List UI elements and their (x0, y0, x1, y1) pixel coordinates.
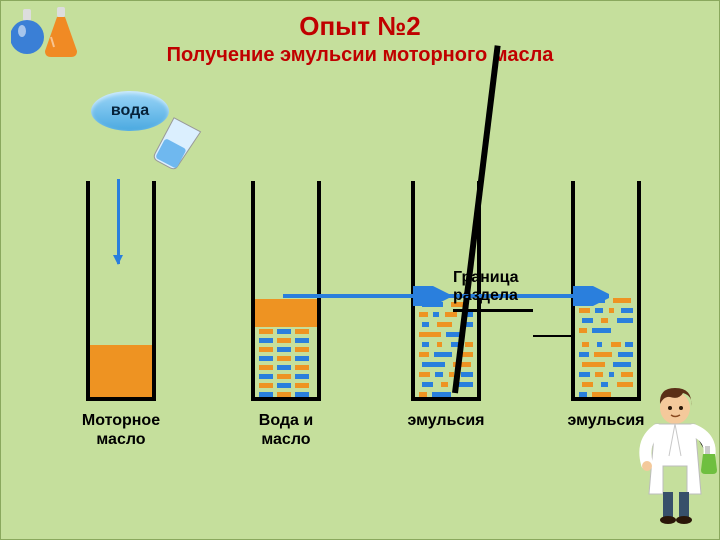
title-block: Опыт №2 Получение эмульсии моторного мас… (1, 1, 719, 67)
scientist-icon (635, 384, 717, 529)
dash-row (259, 347, 313, 352)
boundary-label: Границараздела (453, 269, 519, 306)
dash-row (579, 362, 633, 367)
dash-row (259, 329, 313, 334)
pour-arrow-icon (117, 179, 120, 264)
flask-icon (11, 7, 85, 70)
boundary-connector (453, 309, 533, 312)
dash-row (579, 318, 633, 323)
liquid-layer (90, 345, 152, 397)
stage-caption: эмульсия (567, 411, 644, 430)
dash-row (579, 392, 633, 397)
boundary-line (533, 335, 573, 338)
dash-row (259, 356, 313, 361)
dash-row (419, 392, 473, 397)
dash-row (259, 374, 313, 379)
title-sub: Получение эмульсии моторного масла (1, 44, 719, 67)
dash-row (259, 383, 313, 388)
dash-row (419, 372, 473, 377)
dash-row (419, 342, 473, 347)
dash-row (579, 372, 633, 377)
stage-caption: эмульсия (407, 411, 484, 430)
dash-row (419, 352, 473, 357)
dash-row (259, 365, 313, 370)
test-tube (86, 181, 156, 401)
pouring-beaker-icon (141, 116, 211, 176)
flow-arrow-icon (283, 286, 449, 311)
dash-row (579, 328, 633, 333)
dash-row (419, 362, 473, 367)
dash-row (579, 342, 633, 347)
stage-water-and-oil: Вода имасло (211, 181, 361, 449)
title-main: Опыт №2 (1, 11, 719, 42)
dash-row (259, 392, 313, 397)
dash-row (579, 352, 633, 357)
stage-motor-oil: Моторноемасло (46, 181, 196, 449)
stage-caption: Вода имасло (259, 411, 313, 449)
dash-row (579, 382, 633, 387)
dash-row (259, 338, 313, 343)
stage-caption: Моторноемасло (82, 411, 160, 449)
dash-row (419, 382, 473, 387)
